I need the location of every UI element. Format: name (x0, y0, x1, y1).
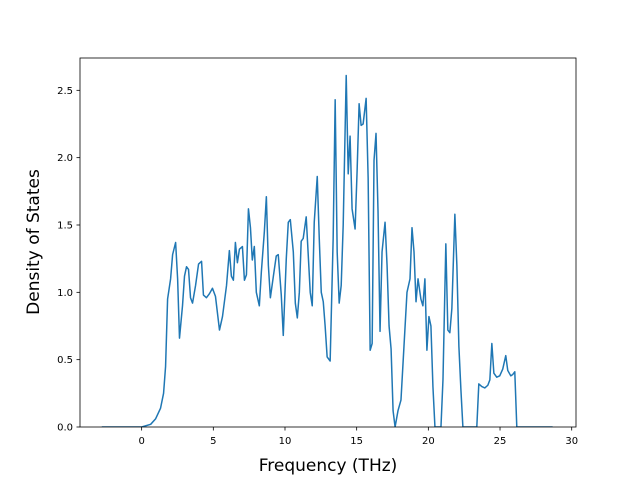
x-tick-label: 25 (494, 436, 507, 447)
y-tick-label: 1.0 (57, 288, 73, 299)
x-tick-label: 15 (350, 436, 363, 447)
y-tick-label: 2.0 (57, 153, 73, 164)
x-tick-label: 5 (210, 436, 216, 447)
y-tick-label: 0.5 (57, 355, 73, 366)
x-axis-label: Frequency (THz) (259, 456, 398, 476)
y-tick-label: 1.5 (57, 220, 73, 231)
y-tick-label: 2.5 (57, 86, 73, 97)
x-tick-label: 30 (565, 436, 578, 447)
y-tick-label: 0.0 (57, 423, 73, 434)
y-axis-label: Density of States (24, 169, 44, 315)
dos-line (101, 74, 553, 427)
x-tick-label: 0 (138, 436, 144, 447)
x-tick-label: 20 (422, 436, 435, 447)
plot-frame (79, 57, 577, 428)
x-tick-label: 10 (279, 436, 292, 447)
